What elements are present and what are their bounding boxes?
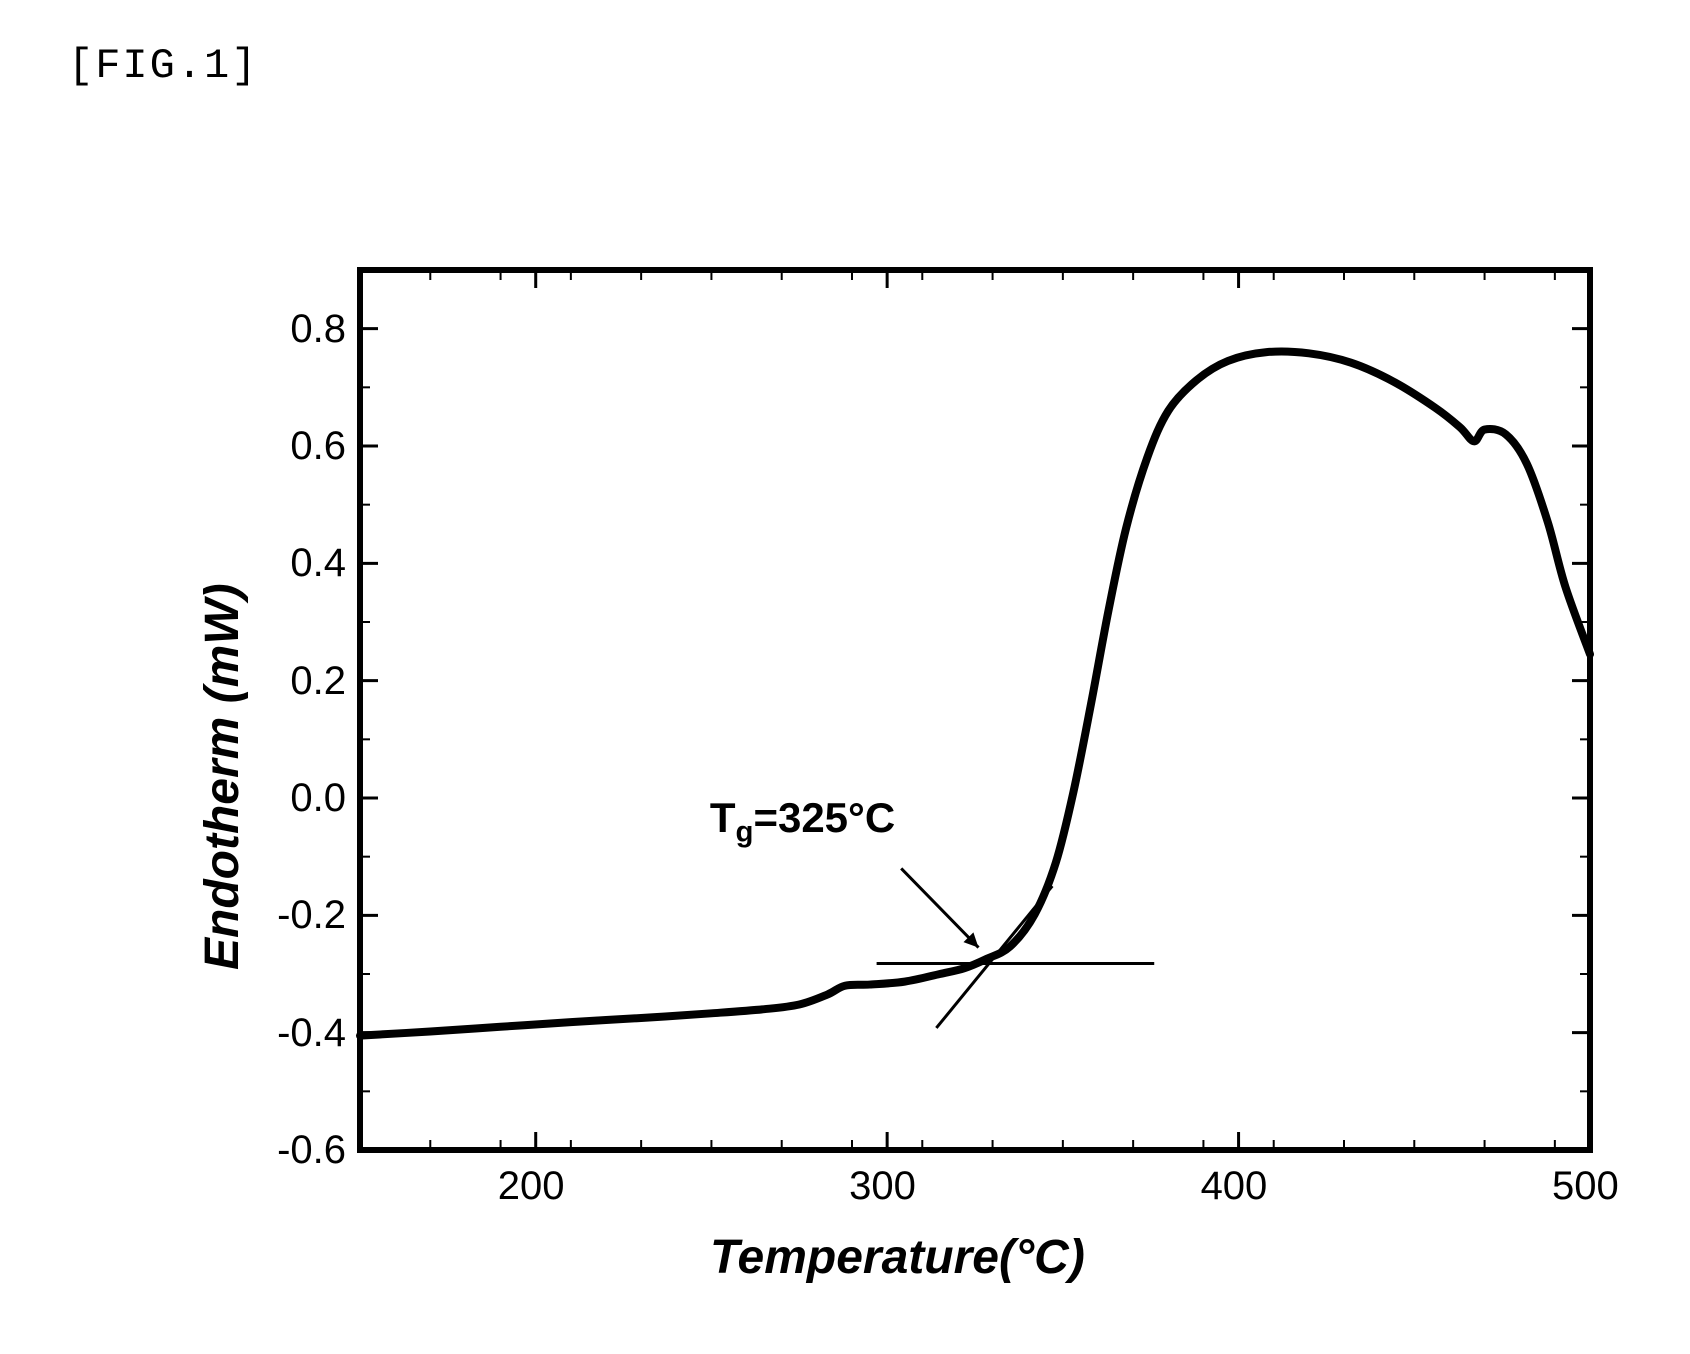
x-tick-label: 400 (1201, 1164, 1268, 1209)
figure-label: [FIG.1] (68, 42, 258, 90)
x-tick-label: 200 (498, 1164, 565, 1209)
y-tick-label: -0.2 (277, 893, 346, 938)
tg-annotation: Tg=325°C (710, 794, 895, 849)
y-tick-label: -0.4 (277, 1011, 346, 1056)
x-tick-label: 500 (1552, 1164, 1619, 1209)
y-tick-label: 0.4 (290, 541, 346, 586)
y-tick-label: 0.0 (290, 776, 346, 821)
y-tick-label: 0.6 (290, 424, 346, 469)
x-tick-label: 300 (849, 1164, 916, 1209)
y-tick-label: -0.6 (277, 1128, 346, 1173)
x-axis-label: Temperature(°C) (710, 1230, 1085, 1285)
y-tick-label: 0.2 (290, 659, 346, 704)
chart: Endotherm (mW) Temperature(°C) Tg=325°C … (140, 230, 1640, 1310)
plot-area (140, 230, 1640, 1310)
y-tick-label: 0.8 (290, 307, 346, 352)
y-axis-label: Endotherm (mW) (195, 583, 250, 970)
